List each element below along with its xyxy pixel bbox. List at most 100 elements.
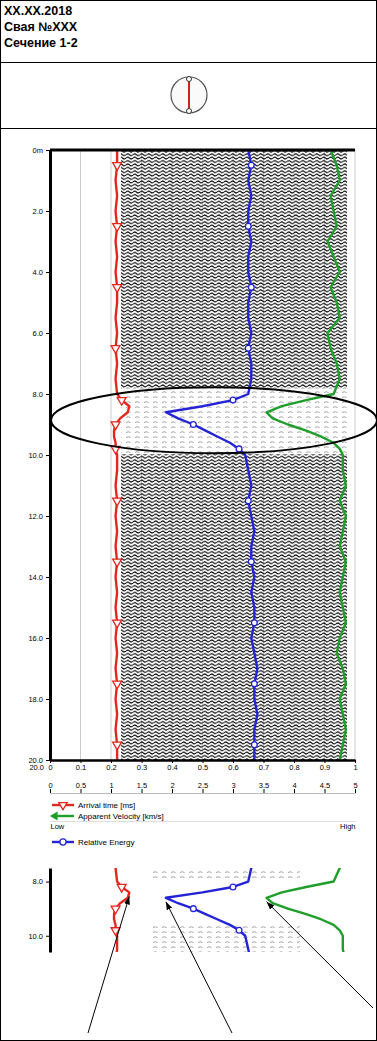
plot-area <box>111 150 346 760</box>
tick-label: 0 <box>48 763 52 772</box>
tick: 4.5 <box>320 781 330 793</box>
tick-label: 0.8 <box>289 763 299 772</box>
legend-symbol <box>50 812 58 821</box>
tick-label: 0m <box>33 146 43 155</box>
tick-mark <box>46 699 50 700</box>
series-marker <box>251 620 257 626</box>
tick-label: 0.6 <box>228 763 238 772</box>
legend-label: Apparent Velocity [km/s] <box>78 812 164 821</box>
tick-label: 16.0 <box>28 634 43 643</box>
grid-line <box>80 150 81 760</box>
series-line <box>267 150 346 760</box>
tick: 0.1 <box>76 760 86 772</box>
series-line <box>166 150 258 760</box>
series-marker <box>113 163 122 171</box>
series-marker <box>230 884 236 890</box>
tick: 5 <box>353 781 357 793</box>
tube-marker <box>187 109 192 114</box>
tick: 14.0 <box>28 573 50 582</box>
tick: Low <box>51 821 65 831</box>
series-marker <box>245 223 251 229</box>
tick-label: 10.0 <box>28 451 43 460</box>
waveform-band <box>121 150 347 760</box>
header-text: Сечение 1-2 <box>4 36 78 50</box>
tick: 10.0 <box>28 451 50 460</box>
tick-label: 0.5 <box>76 781 86 790</box>
tick: 0.7 <box>259 760 269 772</box>
x3-axis: LowHigh <box>51 821 356 831</box>
tick: 0.6 <box>228 760 238 772</box>
inset-texture <box>150 868 300 952</box>
tick-label: 10.0 <box>28 932 43 941</box>
tick-label: 4 <box>292 781 296 790</box>
tick: 2.5 <box>198 781 208 793</box>
series-marker <box>113 285 122 293</box>
annotation: 20.0 <box>29 763 44 772</box>
series-marker <box>190 422 196 428</box>
tick: 12.0 <box>28 512 50 521</box>
tick: 0 <box>48 760 52 772</box>
header-divider <box>0 62 377 63</box>
tick-label: 12.0 <box>28 512 43 521</box>
anomaly-ellipse <box>51 387 377 453</box>
series-marker <box>117 398 126 406</box>
tick: 6.0 <box>33 329 50 338</box>
y-axis: 0m2.04.06.08.010.012.014.016.018.020.0 <box>28 146 50 765</box>
pointer-arrow <box>166 902 232 1033</box>
series-marker <box>248 162 254 168</box>
waveform-band <box>150 868 300 952</box>
tick-label: 1 <box>353 763 357 772</box>
plot-area <box>111 868 346 952</box>
tick-label: 2 <box>170 781 174 790</box>
section-line <box>188 79 190 111</box>
tick-mark <box>46 333 50 334</box>
section-icon <box>171 77 207 113</box>
icon-divider <box>0 128 377 129</box>
tick-label: 0.4 <box>167 763 177 772</box>
chart: XX.XX.2018Свая №XXXСечение 1-20m2.04.06.… <box>0 0 377 1041</box>
tick: 1 <box>109 781 113 793</box>
tick: 0.5 <box>198 760 208 772</box>
series-marker <box>111 906 120 914</box>
header-text: XX.XX.2018 <box>4 4 72 18</box>
tick: 1 <box>353 760 357 772</box>
tick: 0.5 <box>76 781 86 793</box>
tick-mark <box>46 760 50 761</box>
grid-line <box>355 150 356 760</box>
tick-mark <box>46 272 50 273</box>
tick: 0.9 <box>320 760 330 772</box>
legend-label: Arrival time [ms] <box>78 801 135 810</box>
series-line <box>166 868 258 952</box>
axis-line <box>51 793 356 794</box>
series-marker <box>251 742 257 748</box>
series-marker <box>111 422 120 430</box>
legend-label: Relative Energy <box>78 838 134 847</box>
tick-label: 0.1 <box>76 763 86 772</box>
series-marker <box>236 927 242 933</box>
pointer-arrow <box>267 902 373 1008</box>
tick: 10.0 <box>28 932 50 941</box>
series-marker <box>113 620 122 628</box>
tick-label: 0.5 <box>198 763 208 772</box>
tick: 0 <box>48 781 52 793</box>
tick-mark <box>46 516 50 517</box>
tick: 8.0 <box>33 390 50 399</box>
pointer-arrow <box>88 896 129 1033</box>
tick: 4.0 <box>33 268 50 277</box>
tick-label: 1 <box>109 781 113 790</box>
arrows <box>88 896 373 1033</box>
tick: 0.2 <box>106 760 116 772</box>
header-text: Свая №XXX <box>4 20 78 34</box>
inset-y-axis: 8.010.0 <box>28 869 50 953</box>
tick: 2 <box>170 781 174 793</box>
tick-mark <box>46 150 50 151</box>
legend-symbol <box>59 803 67 810</box>
tick-mark <box>46 394 50 395</box>
tick: 16.0 <box>28 634 50 643</box>
tick-label: 4.0 <box>33 268 43 277</box>
series-marker <box>113 742 122 750</box>
tick-label: 18.0 <box>28 695 43 704</box>
tick-label: 3.5 <box>259 781 269 790</box>
series-marker <box>113 559 122 567</box>
x2-axis: 00.511.522.533.544.55 <box>48 781 357 794</box>
